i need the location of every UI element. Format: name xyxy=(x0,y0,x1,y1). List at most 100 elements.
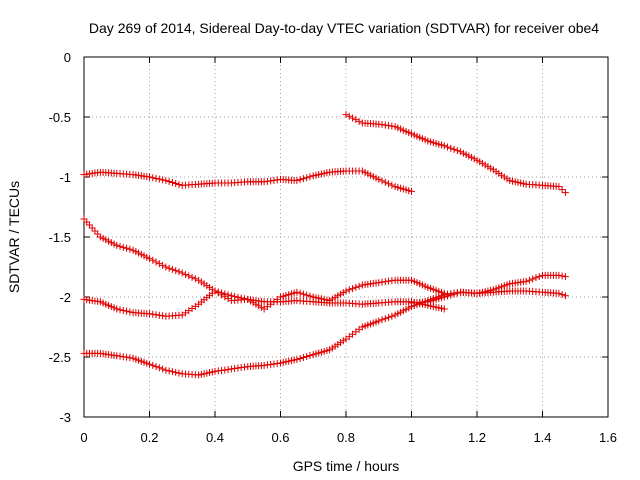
data-point xyxy=(555,271,563,279)
data-point xyxy=(172,179,180,187)
data-point xyxy=(558,272,566,280)
data-point xyxy=(440,305,448,313)
data-point xyxy=(159,261,167,269)
data-point xyxy=(529,275,537,283)
data-point xyxy=(168,368,176,376)
x-tick-label: 1.6 xyxy=(599,430,617,445)
data-point xyxy=(159,176,167,184)
data-point xyxy=(561,292,569,300)
y-tick-label: -0.5 xyxy=(49,110,71,125)
data-point xyxy=(535,273,543,281)
data-point xyxy=(126,308,134,316)
data-point xyxy=(155,364,163,372)
y-tick-label: -2 xyxy=(59,290,71,305)
data-point xyxy=(293,355,301,363)
data-point xyxy=(113,241,121,249)
data-point xyxy=(408,187,415,195)
data-point xyxy=(162,177,170,185)
data-point xyxy=(191,275,199,283)
data-point xyxy=(299,290,307,298)
data-point xyxy=(149,174,157,182)
x-tick-label: 0.8 xyxy=(337,430,355,445)
data-point xyxy=(119,306,127,314)
data-point xyxy=(355,282,363,290)
data-point xyxy=(525,276,533,284)
data-point xyxy=(352,116,360,124)
data-point xyxy=(188,273,196,281)
data-point xyxy=(162,263,170,271)
data-point xyxy=(152,258,160,266)
x-axis-label: GPS time / hours xyxy=(293,458,400,474)
data-point xyxy=(385,180,393,188)
data-point xyxy=(159,365,167,373)
data-point xyxy=(126,245,134,253)
data-point xyxy=(522,277,530,285)
data-point xyxy=(116,242,124,250)
chart-title: Day 269 of 2014, Sidereal Day-to-day VTE… xyxy=(89,20,599,36)
data-point xyxy=(355,117,363,125)
series-satellite-b xyxy=(342,111,569,197)
y-tick-label: -1 xyxy=(59,170,71,185)
data-point xyxy=(299,175,307,183)
y-axis-label: SDTVAR / TECUs xyxy=(6,181,22,293)
data-point xyxy=(381,315,389,323)
x-tick-label: 0.6 xyxy=(271,430,289,445)
data-point xyxy=(555,183,563,191)
data-point xyxy=(375,317,383,325)
data-point xyxy=(165,264,173,272)
data-point xyxy=(342,287,350,295)
data-point xyxy=(450,145,458,153)
data-point xyxy=(558,291,566,299)
data-point xyxy=(152,363,160,371)
data-point xyxy=(119,243,127,251)
data-point xyxy=(152,174,160,182)
data-point xyxy=(175,369,183,377)
x-tick-label: 1.2 xyxy=(468,430,486,445)
data-point xyxy=(146,173,153,181)
data-point xyxy=(175,180,183,188)
data-point xyxy=(155,175,163,183)
data-point xyxy=(113,305,121,313)
data-point xyxy=(299,353,307,361)
data-point xyxy=(352,283,360,291)
data-point xyxy=(303,291,311,299)
data-point xyxy=(306,292,314,300)
data-point xyxy=(381,178,389,186)
data-point xyxy=(555,289,563,297)
data-point xyxy=(345,112,353,120)
y-tick-label: -3 xyxy=(59,410,71,425)
data-point xyxy=(303,353,311,361)
series-satellite-d xyxy=(80,276,448,320)
series-satellite-f xyxy=(80,271,569,379)
data-point xyxy=(447,144,455,152)
series-satellite-a xyxy=(80,167,415,195)
data-point xyxy=(165,178,173,186)
y-tick-label: -2.5 xyxy=(49,350,71,365)
data-point xyxy=(182,270,190,278)
data-point xyxy=(116,306,124,314)
data-point xyxy=(155,260,163,268)
data-point xyxy=(168,179,176,187)
data-point xyxy=(342,111,350,119)
x-tick-label: 0.2 xyxy=(140,430,158,445)
data-point xyxy=(296,289,304,297)
data-point xyxy=(303,174,311,182)
data-point xyxy=(172,267,180,275)
data-point xyxy=(165,367,173,375)
data-point xyxy=(296,176,304,184)
data-point xyxy=(123,244,131,252)
y-tick-label: -1.5 xyxy=(49,230,71,245)
data-point xyxy=(388,312,396,320)
data-point xyxy=(306,173,314,181)
data-point xyxy=(561,273,569,281)
data-point xyxy=(293,177,301,185)
data-point xyxy=(123,307,131,315)
data-point xyxy=(349,114,357,122)
data-point xyxy=(162,366,170,374)
data-point xyxy=(385,313,393,321)
data-point xyxy=(168,265,176,273)
data-point xyxy=(532,274,540,282)
data-point xyxy=(178,269,186,277)
